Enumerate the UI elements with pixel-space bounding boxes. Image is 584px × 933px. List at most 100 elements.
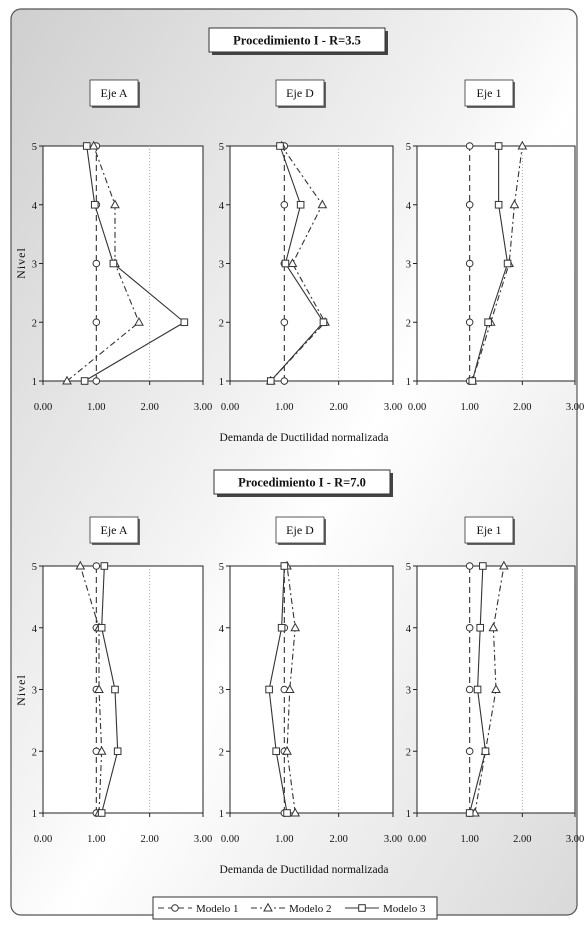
data-point-modelo-2	[134, 317, 144, 326]
y-tick-label: 3	[406, 260, 411, 271]
x-tick-label: 0.00	[408, 834, 426, 845]
subplot-3: Eje 1 1 2 3 4 5 0.00 1.00 2.00 3.00	[406, 79, 584, 413]
data-point-modelo-2	[317, 199, 328, 209]
subplot-title-box	[275, 79, 325, 107]
data-point-modelo-3	[109, 259, 118, 268]
y-tick-label: 4	[406, 624, 412, 635]
data-point-modelo-2	[287, 258, 298, 267]
subplot-6: Eje 1 1 2 3 4 5 0.00 1.00 2.00 3.00	[406, 516, 584, 845]
x-tick-label: 0.00	[221, 834, 239, 845]
x-tick-label: 3.00	[384, 402, 402, 413]
plot-area	[229, 145, 394, 382]
y-tick-label: 5	[219, 142, 224, 153]
data-point-modelo-3	[272, 747, 280, 756]
data-point-modelo-1	[465, 747, 474, 756]
y-tick-label: 1	[219, 809, 224, 820]
y-tick-label: 2	[219, 747, 224, 758]
subplot-5: Eje D 1 2 3 4 5 0.00 1.00 2.00 3.00	[219, 516, 402, 845]
data-point-modelo-3	[473, 685, 482, 694]
data-point-modelo-1	[92, 318, 101, 327]
x-axis-label: Demanda de Ductilidad normalizada	[220, 864, 389, 876]
data-point-modelo-3	[265, 685, 273, 694]
legend-label: Modelo 3	[383, 903, 426, 915]
legend-item-3: Modelo 3	[345, 903, 426, 915]
subplot-title: Eje A	[101, 86, 128, 100]
y-tick-label: 4	[219, 201, 225, 212]
plot-area	[416, 145, 576, 382]
data-point-modelo-2	[517, 140, 528, 150]
x-tick-label: 2.00	[140, 402, 158, 413]
data-point-modelo-2	[110, 199, 120, 209]
panel-title-box	[208, 27, 386, 53]
data-point-modelo-2	[499, 560, 509, 570]
data-point-modelo-1	[465, 318, 474, 327]
y-tick-label: 5	[219, 562, 224, 573]
data-point-modelo-3	[277, 623, 286, 632]
y-tick-label: 4	[32, 201, 38, 212]
y-tick-label: 4	[32, 624, 38, 635]
data-point-modelo-1	[465, 200, 474, 209]
data-point-modelo-2	[62, 375, 72, 385]
data-point-modelo-1	[280, 200, 289, 209]
x-tick-label: 0.00	[408, 402, 426, 413]
subplot-title: Eje 1	[477, 523, 502, 537]
data-point-modelo-2	[488, 622, 499, 632]
y-tick-label: 2	[406, 747, 411, 758]
panel-title-box	[213, 469, 391, 495]
data-point-modelo-3	[276, 142, 284, 150]
data-point-modelo-2	[75, 560, 86, 570]
y-tick-label: 2	[32, 318, 37, 329]
y-tick-label: 2	[406, 318, 411, 329]
subplot-title: Eje 1	[477, 86, 502, 100]
data-point-modelo-3	[113, 747, 122, 756]
data-point-modelo-3	[479, 562, 487, 570]
data-point-modelo-1	[92, 259, 101, 268]
x-tick-label: 2.00	[329, 402, 347, 413]
plot-area	[42, 145, 204, 382]
data-point-modelo-3	[494, 200, 503, 209]
data-point-modelo-3	[481, 747, 490, 756]
series-line-modelo-2	[286, 565, 296, 814]
data-point-modelo-3	[100, 562, 109, 570]
x-tick-label: 0.00	[34, 834, 52, 845]
data-point-modelo-2	[290, 807, 301, 817]
legend-label: Modelo 2	[289, 903, 331, 915]
x-tick-label: 2.00	[513, 834, 531, 845]
x-tick-label: 1.00	[460, 834, 478, 845]
data-point-modelo-1	[280, 377, 289, 385]
y-axis-label: Nivel	[14, 247, 28, 279]
legend-item-1: Modelo 1	[158, 903, 238, 915]
data-point-modelo-2	[96, 746, 107, 755]
legend: Modelo 1 Modelo 2 Modelo 3	[152, 896, 438, 920]
y-tick-label: 2	[219, 318, 224, 329]
data-point-modelo-1	[465, 259, 474, 268]
legend-marker	[171, 904, 179, 912]
y-tick-label: 5	[32, 562, 37, 573]
x-tick-label: 0.00	[221, 402, 239, 413]
x-tick-label: 2.00	[140, 834, 158, 845]
y-tick-label: 3	[406, 686, 411, 697]
y-tick-label: 1	[32, 377, 37, 388]
y-tick-label: 3	[219, 686, 224, 697]
y-tick-label: 2	[32, 747, 37, 758]
subplot-title-box	[464, 79, 514, 107]
data-point-modelo-3	[266, 377, 275, 385]
y-tick-label: 3	[219, 260, 224, 271]
subplot-title: Eje D	[286, 86, 314, 100]
data-point-modelo-3	[494, 142, 503, 150]
y-tick-label: 3	[32, 686, 37, 697]
data-point-modelo-1	[92, 377, 101, 385]
data-point-modelo-1	[92, 562, 101, 570]
data-point-modelo-3	[90, 200, 99, 209]
y-tick-label: 1	[406, 809, 411, 820]
data-point-modelo-3	[468, 377, 477, 385]
y-tick-label: 5	[406, 142, 411, 153]
data-point-modelo-2	[491, 684, 501, 693]
data-point-modelo-2	[94, 684, 104, 693]
subplot-2: Eje D 1 2 3 4 5 0.00 1.00 2.00 3.00	[219, 79, 402, 413]
data-point-modelo-3	[465, 809, 474, 817]
subplot-title: Eje D	[286, 523, 314, 537]
x-tick-label: 1.00	[460, 402, 478, 413]
x-tick-label: 3.00	[566, 834, 584, 845]
